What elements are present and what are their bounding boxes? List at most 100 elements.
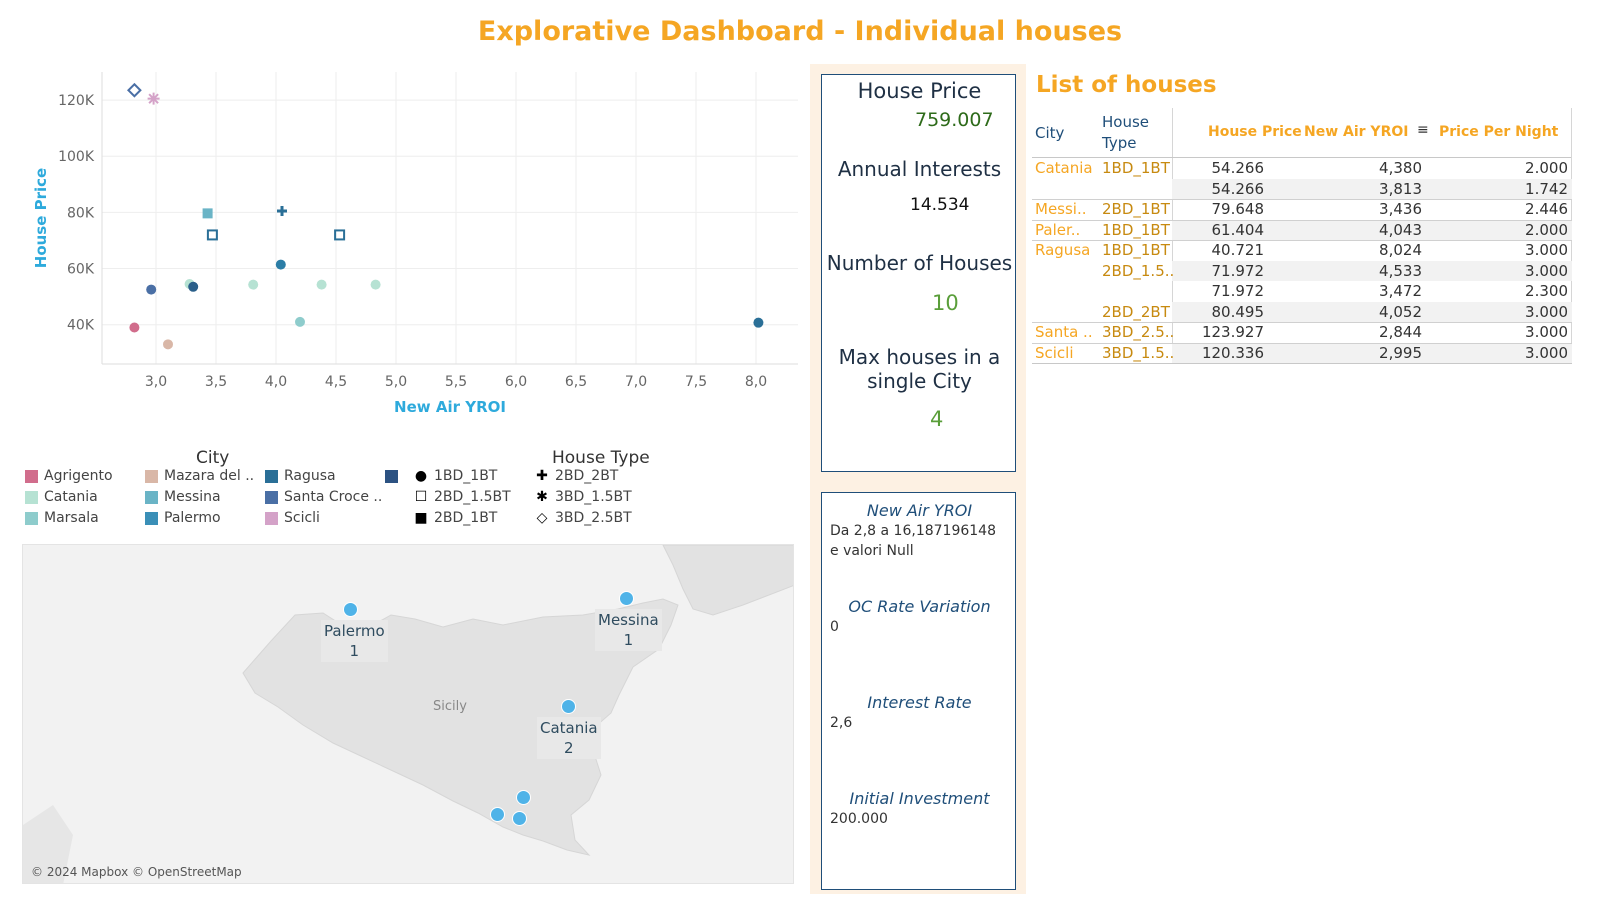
y-tick-label: 100K xyxy=(58,149,95,165)
swatch-unnamed xyxy=(385,469,398,483)
x-axis-title: New Air YROI xyxy=(394,398,506,416)
map-marker-palermo[interactable] xyxy=(343,602,358,617)
cell-house-price: 71.972 xyxy=(1211,261,1265,280)
header-house-type[interactable]: House Type xyxy=(1102,113,1150,152)
sort-desc-icon[interactable]: ≡ xyxy=(1417,122,1429,138)
group-divider xyxy=(1032,219,1572,221)
legend-item-palermo[interactable]: Palermo xyxy=(145,508,221,528)
cell-city: Ragusa xyxy=(1035,241,1091,259)
legend-type-2bd-15bt[interactable]: ☐ 2BD_1.5BT xyxy=(414,487,511,507)
x-tick-label: 5,0 xyxy=(385,374,407,390)
legend-item-messina[interactable]: Messina xyxy=(145,487,221,507)
param-yroi-label: New Air YROI xyxy=(866,501,973,520)
circle-icon: ● xyxy=(414,468,428,484)
table-row[interactable]: Ragusa 1BD_1BT 40.721 8,024 3.000 xyxy=(1032,240,1572,261)
legend-item-catania[interactable]: Catania xyxy=(25,487,98,507)
cell-house-type: 3BD_1.5.. xyxy=(1102,343,1175,362)
diamond-icon: ◇ xyxy=(536,510,548,526)
header-bottom-line xyxy=(1032,157,1572,158)
param-oc-value[interactable]: 0 xyxy=(830,619,839,635)
table-row[interactable]: 2BD_2BT 80.495 4,052 3.000 xyxy=(1032,301,1572,323)
x-tick-label: 3,5 xyxy=(205,374,227,390)
param-interest-value[interactable]: 2,6 xyxy=(830,715,853,731)
map-marker-south-1[interactable] xyxy=(490,807,505,822)
map-marker-catania[interactable] xyxy=(561,699,576,714)
data-point xyxy=(202,208,213,219)
legend-item-agrigento[interactable]: Agrigento xyxy=(25,466,113,486)
cell-price-per-night: 3.000 xyxy=(1525,323,1568,341)
table-row[interactable]: Catania 1BD_1BT 54.266 4,380 2.000 xyxy=(1032,158,1572,179)
legend-item-unnamed[interactable] xyxy=(385,466,398,486)
map-marker-messina[interactable] xyxy=(619,591,634,606)
cell-house-type: 1BD_1BT xyxy=(1102,220,1170,239)
map-label-messina: Messina 1 xyxy=(595,609,662,651)
table-row[interactable]: Paler.. 1BD_1BT 61.404 4,043 2.000 xyxy=(1032,219,1572,241)
param-yroi-value-1[interactable]: Da 2,8 a 16,187196148 xyxy=(830,523,996,539)
kpi-box: House Price 759.007 Annual Interests 14.… xyxy=(821,74,1016,472)
x-tick-label: 7,5 xyxy=(685,374,707,390)
legend-type-2bd-1bt[interactable]: ■ 2BD_1BT xyxy=(414,508,497,528)
square-filled-icon: ■ xyxy=(414,510,428,526)
map-city-name: Catania xyxy=(540,719,598,737)
swatch-scicli xyxy=(265,511,278,525)
param-yroi-value-2[interactable]: e valori Null xyxy=(830,543,914,559)
table-row[interactable]: Messi.. 2BD_1BT 79.648 3,436 2.446 xyxy=(1032,199,1572,220)
data-point xyxy=(129,322,140,333)
cell-price-per-night: 2.446 xyxy=(1525,200,1568,218)
sicily-map[interactable]: Sicily Palermo 1 Messina 1 Catania 2 © 2… xyxy=(22,544,794,884)
cell-house-price: 123.927 xyxy=(1201,323,1264,341)
scatter-svg: 40K 60K 80K 100K 120K 3,0 3,5 4,0 4,5 5,0 5,5 6,0 6,… xyxy=(32,72,798,416)
map-city-count: 2 xyxy=(564,739,574,757)
kpi-annual-interests-value: 14.534 xyxy=(910,195,970,215)
legend-item-marsala[interactable]: Marsala xyxy=(25,508,99,528)
kpi-max-houses-value: 4 xyxy=(930,407,944,431)
row-band xyxy=(1172,178,1572,199)
param-investment-value[interactable]: 200.000 xyxy=(830,811,888,827)
data-point xyxy=(188,281,199,292)
cell-price-per-night: 3.000 xyxy=(1525,241,1568,259)
cell-house-price: 120.336 xyxy=(1201,343,1264,362)
cell-house-price: 61.404 xyxy=(1211,220,1265,239)
swatch-ragusa xyxy=(265,469,278,483)
table-row[interactable]: 54.266 3,813 1.742 xyxy=(1032,178,1572,200)
kpi-house-price-value: 759.007 xyxy=(915,109,994,131)
data-point xyxy=(316,279,327,290)
header-price-per-night[interactable]: Price Per Night xyxy=(1439,124,1559,140)
cell-yroi: 8,024 xyxy=(1379,241,1422,259)
legend-type-2bd-2bt[interactable]: ✚ 2BD_2BT xyxy=(535,466,618,486)
map-city-name: Messina xyxy=(598,611,659,629)
cell-house-price: 54.266 xyxy=(1211,179,1265,198)
legend-type-3bd-25bt[interactable]: ◇ 3BD_2.5BT xyxy=(535,508,632,528)
dashboard-title: Explorative Dashboard - Individual house… xyxy=(477,16,1123,47)
table-row[interactable]: 2BD_1.5.. 71.972 4,533 3.000 xyxy=(1032,260,1572,282)
header-house-price[interactable]: House Price xyxy=(1208,124,1302,140)
header-yroi[interactable]: New Air YROI xyxy=(1304,124,1409,140)
cell-house-price: 79.648 xyxy=(1211,200,1265,218)
table-row[interactable]: Santa .. 3BD_2.5.. 123.927 2,844 3.000 xyxy=(1032,322,1572,343)
kpi-house-price-label: House Price xyxy=(857,79,982,103)
table-row[interactable]: 71.972 3,472 2.300 xyxy=(1032,281,1572,302)
legend-type-3bd-15bt[interactable]: ✱ 3BD_1.5BT xyxy=(535,487,632,507)
table-row[interactable]: Scicli 3BD_1.5.. 120.336 2,995 3.000 xyxy=(1032,342,1572,364)
map-marker-south-2[interactable] xyxy=(512,811,527,826)
cell-price-per-night: 2.300 xyxy=(1525,282,1568,300)
legend-item-mazara[interactable]: Mazara del .. xyxy=(145,466,254,486)
data-point xyxy=(163,339,173,350)
map-marker-ragusa[interactable] xyxy=(516,790,531,805)
legend-item-scicli[interactable]: Scicli xyxy=(265,508,320,528)
scatter-chart[interactable]: 40K 60K 80K 100K 120K 3,0 3,5 4,0 4,5 5,0 5,5 6,0 6,… xyxy=(28,66,798,436)
swatch-messina xyxy=(145,490,158,504)
cell-house-type: 3BD_2.5.. xyxy=(1102,323,1175,341)
cell-city: Scicli xyxy=(1035,343,1074,362)
cell-house-type: 1BD_1BT xyxy=(1102,159,1170,177)
cell-house-type: 2BD_1BT xyxy=(1102,200,1170,218)
legend-item-ragusa[interactable]: Ragusa xyxy=(265,466,336,486)
legend-label: Palermo xyxy=(164,510,221,526)
x-tick-label: 6,5 xyxy=(565,374,587,390)
legend-item-santa-croce[interactable]: Santa Croce .. xyxy=(265,487,382,507)
header-city[interactable]: City xyxy=(1035,124,1065,142)
x-tick-label: 6,0 xyxy=(505,374,527,390)
map-credit[interactable]: © 2024 Mapbox © OpenStreetMap xyxy=(31,865,242,879)
param-oc-label: OC Rate Variation xyxy=(848,597,991,616)
legend-type-1bd-1bt[interactable]: ● 1BD_1BT xyxy=(414,466,497,486)
